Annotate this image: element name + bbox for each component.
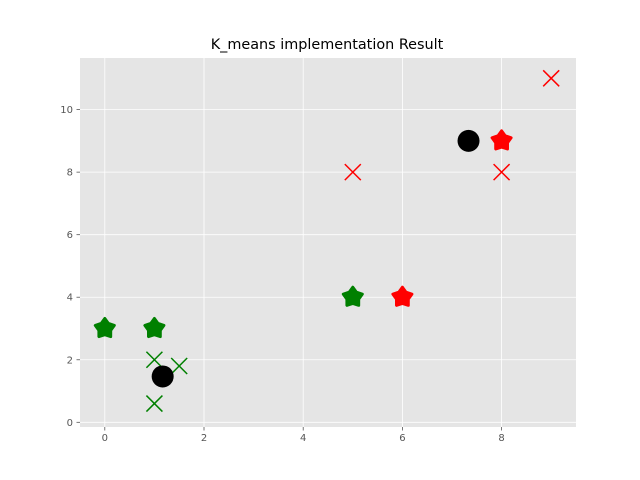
x-marker-point [344, 163, 362, 181]
centroid-point [457, 129, 480, 152]
y-tick-label: 0 [67, 418, 73, 429]
chart-title: K_means implementation Result [211, 37, 444, 53]
star-marker-point [341, 285, 364, 307]
y-tick-label: 6 [67, 230, 73, 241]
x-marker-point [542, 69, 560, 87]
x-tick-label: 8 [498, 433, 504, 444]
y-tick-label: 2 [67, 355, 73, 366]
y-tick-label: 10 [60, 105, 73, 116]
y-tick-label: 4 [67, 293, 73, 304]
x-tick-label: 2 [201, 433, 207, 444]
x-tick-label: 6 [399, 433, 405, 444]
star-marker-point [93, 317, 116, 339]
grid [80, 58, 576, 427]
x-marker-point [145, 395, 163, 413]
star-marker-point [391, 285, 414, 307]
x-marker-point [493, 163, 511, 181]
centroid-point [151, 365, 174, 388]
axis-ticks: 0 2 4 6 8 0 2 4 6 8 10 [60, 105, 505, 444]
x-marker-point [170, 357, 188, 375]
x-tick-label: 0 [102, 433, 108, 444]
x-marker-point [145, 351, 163, 369]
y-tick-label: 8 [67, 168, 73, 179]
star-marker-point [490, 129, 513, 151]
data-points [93, 69, 560, 413]
x-tick-label: 4 [300, 433, 306, 444]
star-marker-point [143, 317, 166, 339]
